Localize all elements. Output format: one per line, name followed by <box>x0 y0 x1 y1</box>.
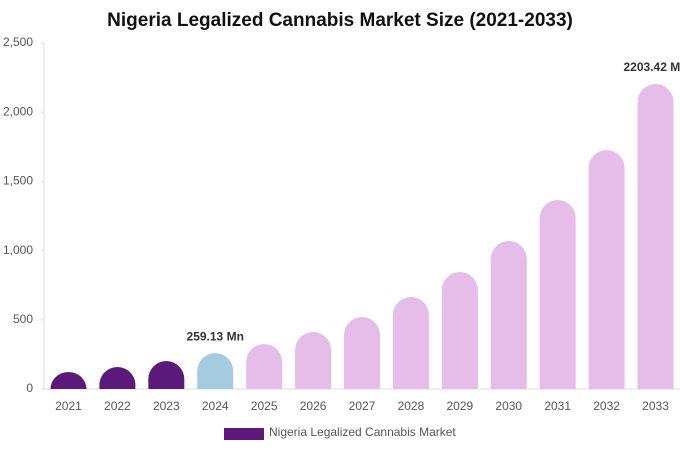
x-tick-label: 2031 <box>544 399 571 413</box>
bar <box>441 272 478 389</box>
bar <box>490 241 527 389</box>
data-label: 259.13 Mn <box>187 329 244 343</box>
bar <box>295 331 332 389</box>
bar <box>148 361 185 389</box>
x-tick-label: 2024 <box>202 399 229 413</box>
bar <box>637 84 674 390</box>
x-tick-label: 2027 <box>349 399 376 413</box>
y-tick-label: 1,000 <box>3 243 33 257</box>
bar <box>344 317 380 389</box>
y-tick-label: 1,500 <box>3 174 33 188</box>
x-tick-label: 2026 <box>300 399 327 413</box>
bar <box>392 296 429 389</box>
bar <box>246 344 283 389</box>
bar <box>197 353 234 389</box>
x-tick-label: 2023 <box>153 399 180 413</box>
x-tick-label: 2025 <box>251 399 278 413</box>
data-label: 2203.42 Mn <box>624 60 680 74</box>
bar <box>50 371 87 389</box>
x-tick-label: 2022 <box>104 399 131 413</box>
y-tick-label: 0 <box>26 381 33 395</box>
legend-label: Nigeria Legalized Cannabis Market <box>269 425 456 439</box>
bar <box>588 149 625 389</box>
y-tick-label: 2,500 <box>3 35 33 49</box>
x-tick-label: 2028 <box>398 399 425 413</box>
x-tick-label: 2030 <box>495 399 522 413</box>
y-tick-label: 500 <box>13 312 33 326</box>
bar <box>99 366 136 389</box>
chart-title: Nigeria Legalized Cannabis Market Size (… <box>107 10 573 31</box>
x-tick-label: 2021 <box>55 399 82 413</box>
x-tick-label: 2032 <box>593 399 620 413</box>
bar <box>539 199 576 389</box>
x-tick-label: 2033 <box>642 399 669 413</box>
y-tick-label: 2,000 <box>3 104 33 118</box>
legend-swatch <box>224 428 264 440</box>
x-tick-label: 2029 <box>446 399 473 413</box>
